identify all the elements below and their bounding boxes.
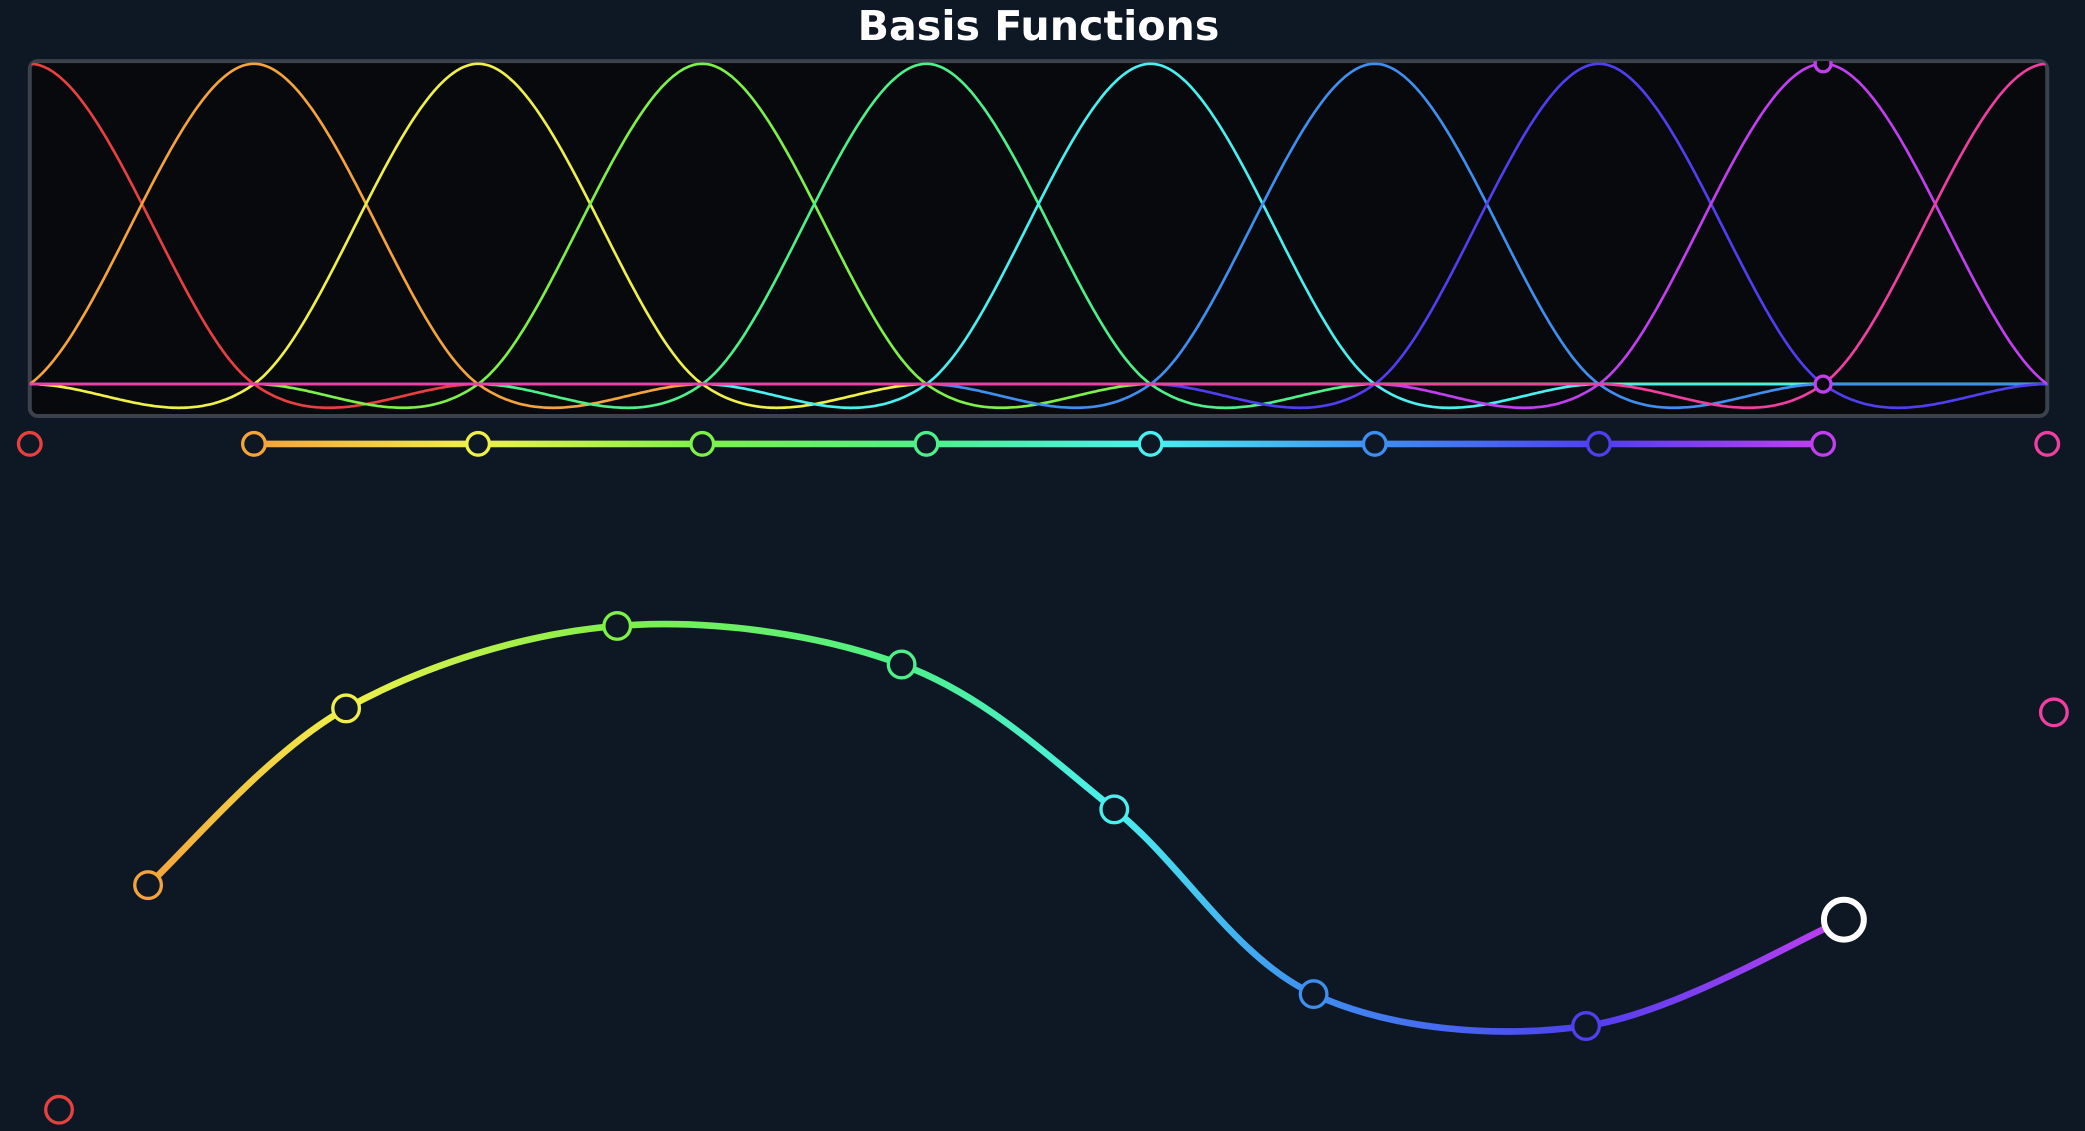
knot [465, 430, 492, 457]
spline [44, 611, 2069, 1125]
knot [913, 430, 940, 457]
basis-panel [27, 59, 2050, 418]
control-point [2038, 697, 2069, 728]
control-point [1571, 1011, 1602, 1041]
knot [1137, 430, 1164, 457]
control-point [1298, 979, 1329, 1010]
spline-segment [613, 620, 905, 668]
title: Basis Functions [858, 2, 1220, 50]
control-point [331, 693, 362, 724]
knot [16, 430, 43, 457]
spline-segment [898, 661, 1118, 813]
control-point [886, 649, 917, 680]
spline-segment [342, 622, 621, 712]
control-point [1099, 794, 1130, 825]
knot [240, 430, 267, 457]
control-point [602, 611, 633, 641]
basis-handle [1813, 61, 1833, 74]
selected-point [1820, 896, 1867, 943]
knot [1361, 430, 1388, 457]
knot [2034, 430, 2061, 457]
spline-segment [144, 705, 350, 889]
control-point [44, 1094, 74, 1125]
spline-segment [1310, 990, 1590, 1035]
control-point [133, 870, 164, 901]
knot [1585, 430, 1612, 457]
basis-handle [1813, 374, 1833, 394]
basis-curves [29, 61, 2048, 410]
knot-row [16, 430, 2061, 457]
basis-curve [29, 62, 2048, 410]
spline-segment [1110, 806, 1317, 998]
knot [689, 430, 716, 457]
knot [1810, 430, 1837, 457]
